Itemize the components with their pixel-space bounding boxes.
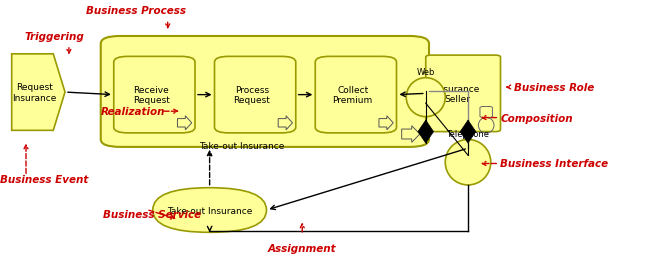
Text: Business Process: Business Process xyxy=(86,6,187,17)
FancyBboxPatch shape xyxy=(315,57,396,133)
Text: Business Interface: Business Interface xyxy=(500,159,608,169)
Text: Business Role: Business Role xyxy=(514,83,593,93)
Text: Collect
Premium: Collect Premium xyxy=(333,86,372,105)
FancyBboxPatch shape xyxy=(426,56,500,132)
Text: Insurance
Seller: Insurance Seller xyxy=(435,84,479,104)
Text: Assignment: Assignment xyxy=(268,243,337,253)
Text: Receive
Request: Receive Request xyxy=(133,86,170,105)
Text: Triggering: Triggering xyxy=(24,32,84,42)
Polygon shape xyxy=(12,55,65,131)
Text: Business Event: Business Event xyxy=(0,174,88,184)
FancyBboxPatch shape xyxy=(114,57,195,133)
Text: Take-out Insurance: Take-out Insurance xyxy=(199,141,285,150)
Polygon shape xyxy=(460,121,476,144)
FancyBboxPatch shape xyxy=(214,57,296,133)
Ellipse shape xyxy=(406,78,445,117)
Text: Composition: Composition xyxy=(500,113,573,123)
Text: Telephone: Telephone xyxy=(447,130,489,139)
Text: Process
Request: Process Request xyxy=(233,86,270,105)
Text: Business Service: Business Service xyxy=(103,210,201,220)
FancyBboxPatch shape xyxy=(101,37,429,147)
Text: Realization: Realization xyxy=(101,107,165,117)
FancyBboxPatch shape xyxy=(153,188,266,232)
Polygon shape xyxy=(418,121,434,144)
Text: Take-out Insurance: Take-out Insurance xyxy=(167,206,252,215)
Text: Web: Web xyxy=(417,68,435,77)
Ellipse shape xyxy=(445,140,491,185)
Text: Request
Insurance: Request Insurance xyxy=(12,83,57,102)
